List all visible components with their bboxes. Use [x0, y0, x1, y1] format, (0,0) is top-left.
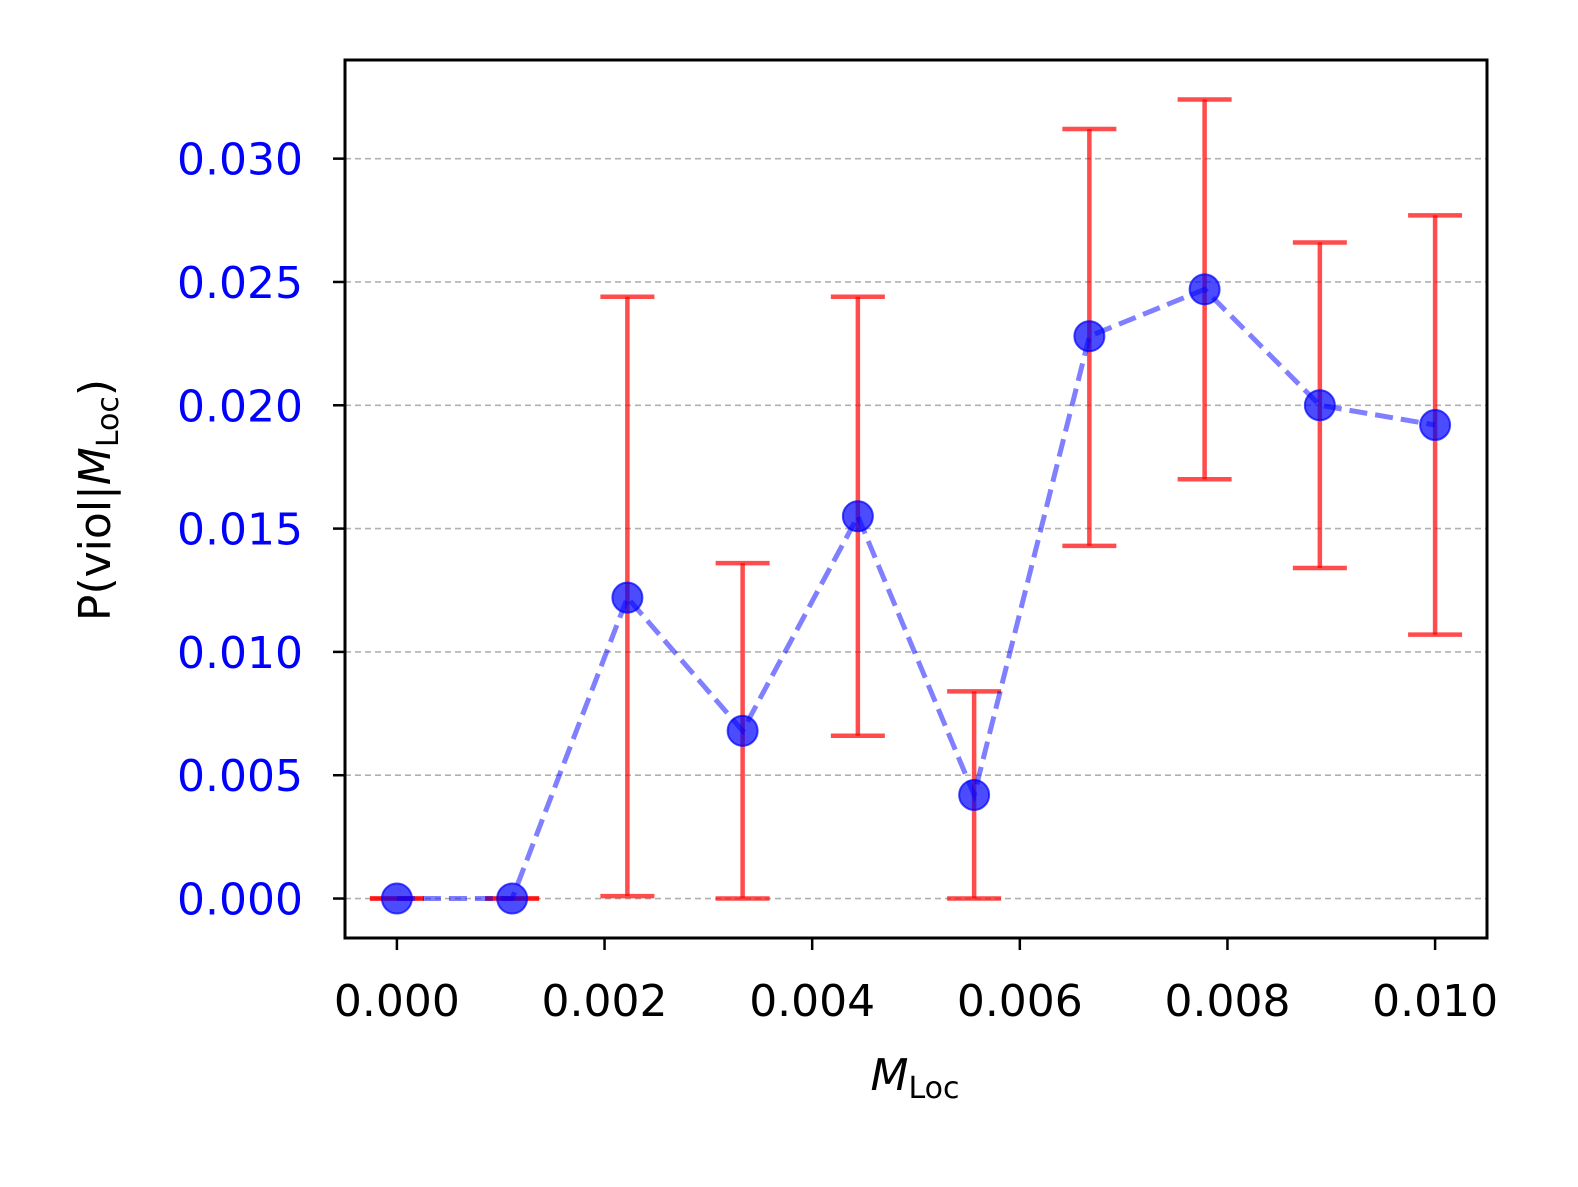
x-tick-label: 0.010 [1372, 976, 1498, 1027]
data-point [380, 882, 413, 915]
y-axis-label-sub: Loc [91, 396, 126, 447]
y-tick-label: 0.010 [177, 628, 303, 679]
series-line [396, 286, 1436, 902]
data-point [726, 714, 759, 747]
y-tick-label: 0.020 [177, 381, 303, 432]
y-tick-label: 0.005 [177, 751, 303, 802]
x-tick-label: 0.004 [749, 976, 875, 1027]
y-axis-ticks: 0.000 0.005 0.010 0.015 0.020 0.025 0.030 [177, 135, 345, 926]
data-point [1073, 320, 1106, 353]
data-point [958, 778, 991, 811]
x-axis-label: MLoc [870, 1050, 959, 1106]
y-tick-label: 0.030 [177, 135, 303, 186]
x-tick-label: 0.006 [957, 976, 1083, 1027]
x-axis-ticks: 0.000 0.002 0.004 0.006 0.008 0.010 [334, 938, 1498, 1027]
data-points [380, 273, 1452, 915]
x-axis-label-sub: Loc [908, 1071, 959, 1106]
data-point [611, 581, 644, 614]
y-axis-label: P(viol|MLoc) [70, 379, 126, 621]
y-axis-label-suffix: ) [70, 379, 121, 396]
data-point [496, 882, 529, 915]
y-tick-label: 0.025 [177, 258, 303, 309]
x-tick-label: 0.000 [334, 976, 460, 1027]
plot-area-frame [343, 58, 1489, 940]
gridlines [345, 157, 1487, 900]
x-tick-label: 0.008 [1164, 976, 1290, 1027]
error-bars [369, 97, 1463, 901]
series-dashed-line [396, 286, 1436, 902]
y-axis-label-prefix: P(viol| [70, 485, 121, 621]
x-axis-label-main: M [870, 1050, 908, 1101]
y-axis-label-main: M [70, 447, 121, 485]
data-point [1188, 273, 1221, 306]
y-tick-label: 0.015 [177, 505, 303, 556]
data-point [1303, 389, 1336, 422]
y-tick-label: 0.000 [177, 875, 303, 926]
data-point [1419, 409, 1452, 442]
x-tick-label: 0.002 [542, 976, 668, 1027]
data-point [841, 500, 874, 533]
